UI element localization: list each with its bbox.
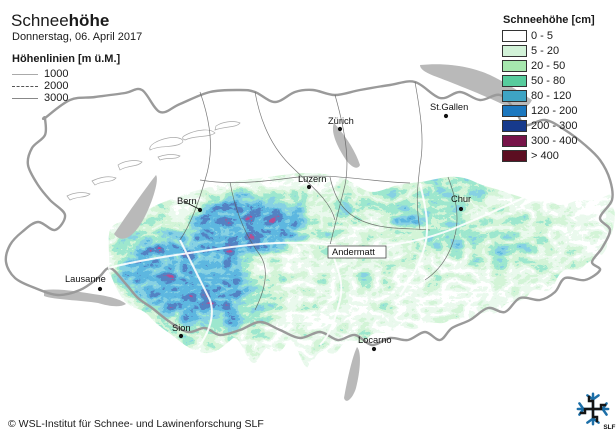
svg-text:Andermatt: Andermatt [332,247,375,257]
svg-text:SLF: SLF [603,424,615,431]
svg-text:Lausanne: Lausanne [65,274,106,284]
svg-text:Luzern: Luzern [298,174,326,184]
svg-text:Sion: Sion [172,323,191,333]
svg-text:Zürich: Zürich [328,116,354,126]
svg-text:St.Gallen: St.Gallen [430,102,468,112]
svg-text:Bern: Bern [177,196,197,206]
svg-text:Locarno: Locarno [358,335,392,345]
svg-text:Chur: Chur [451,194,471,204]
